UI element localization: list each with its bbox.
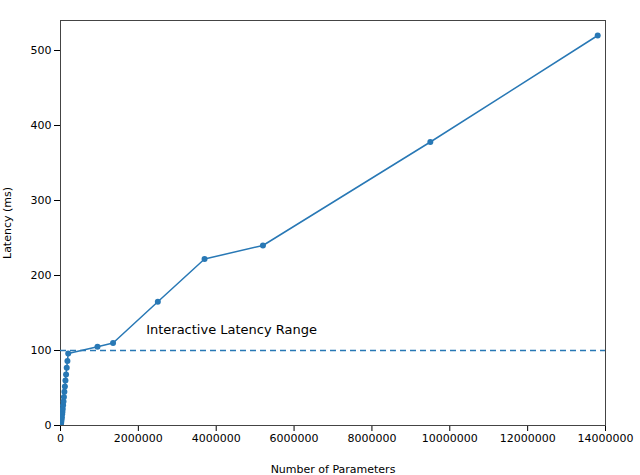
svg-text:14000000: 14000000 [578,432,634,445]
svg-text:0: 0 [57,432,64,445]
svg-text:Latency (ms): Latency (ms) [1,187,14,259]
svg-text:Interactive Latency Range: Interactive Latency Range [146,322,317,337]
svg-text:Number of Parameters: Number of Parameters [271,463,396,475]
svg-text:2000000: 2000000 [114,432,163,445]
svg-text:4000000: 4000000 [192,432,241,445]
svg-text:400: 400 [31,119,52,132]
svg-text:6000000: 6000000 [270,432,319,445]
svg-text:8000000: 8000000 [347,432,396,445]
svg-text:12000000: 12000000 [500,432,556,445]
svg-text:500: 500 [31,44,52,57]
svg-text:0: 0 [45,419,52,432]
svg-text:100: 100 [31,344,52,357]
svg-text:200: 200 [31,269,52,282]
svg-text:10000000: 10000000 [422,432,478,445]
svg-text:300: 300 [31,194,52,207]
